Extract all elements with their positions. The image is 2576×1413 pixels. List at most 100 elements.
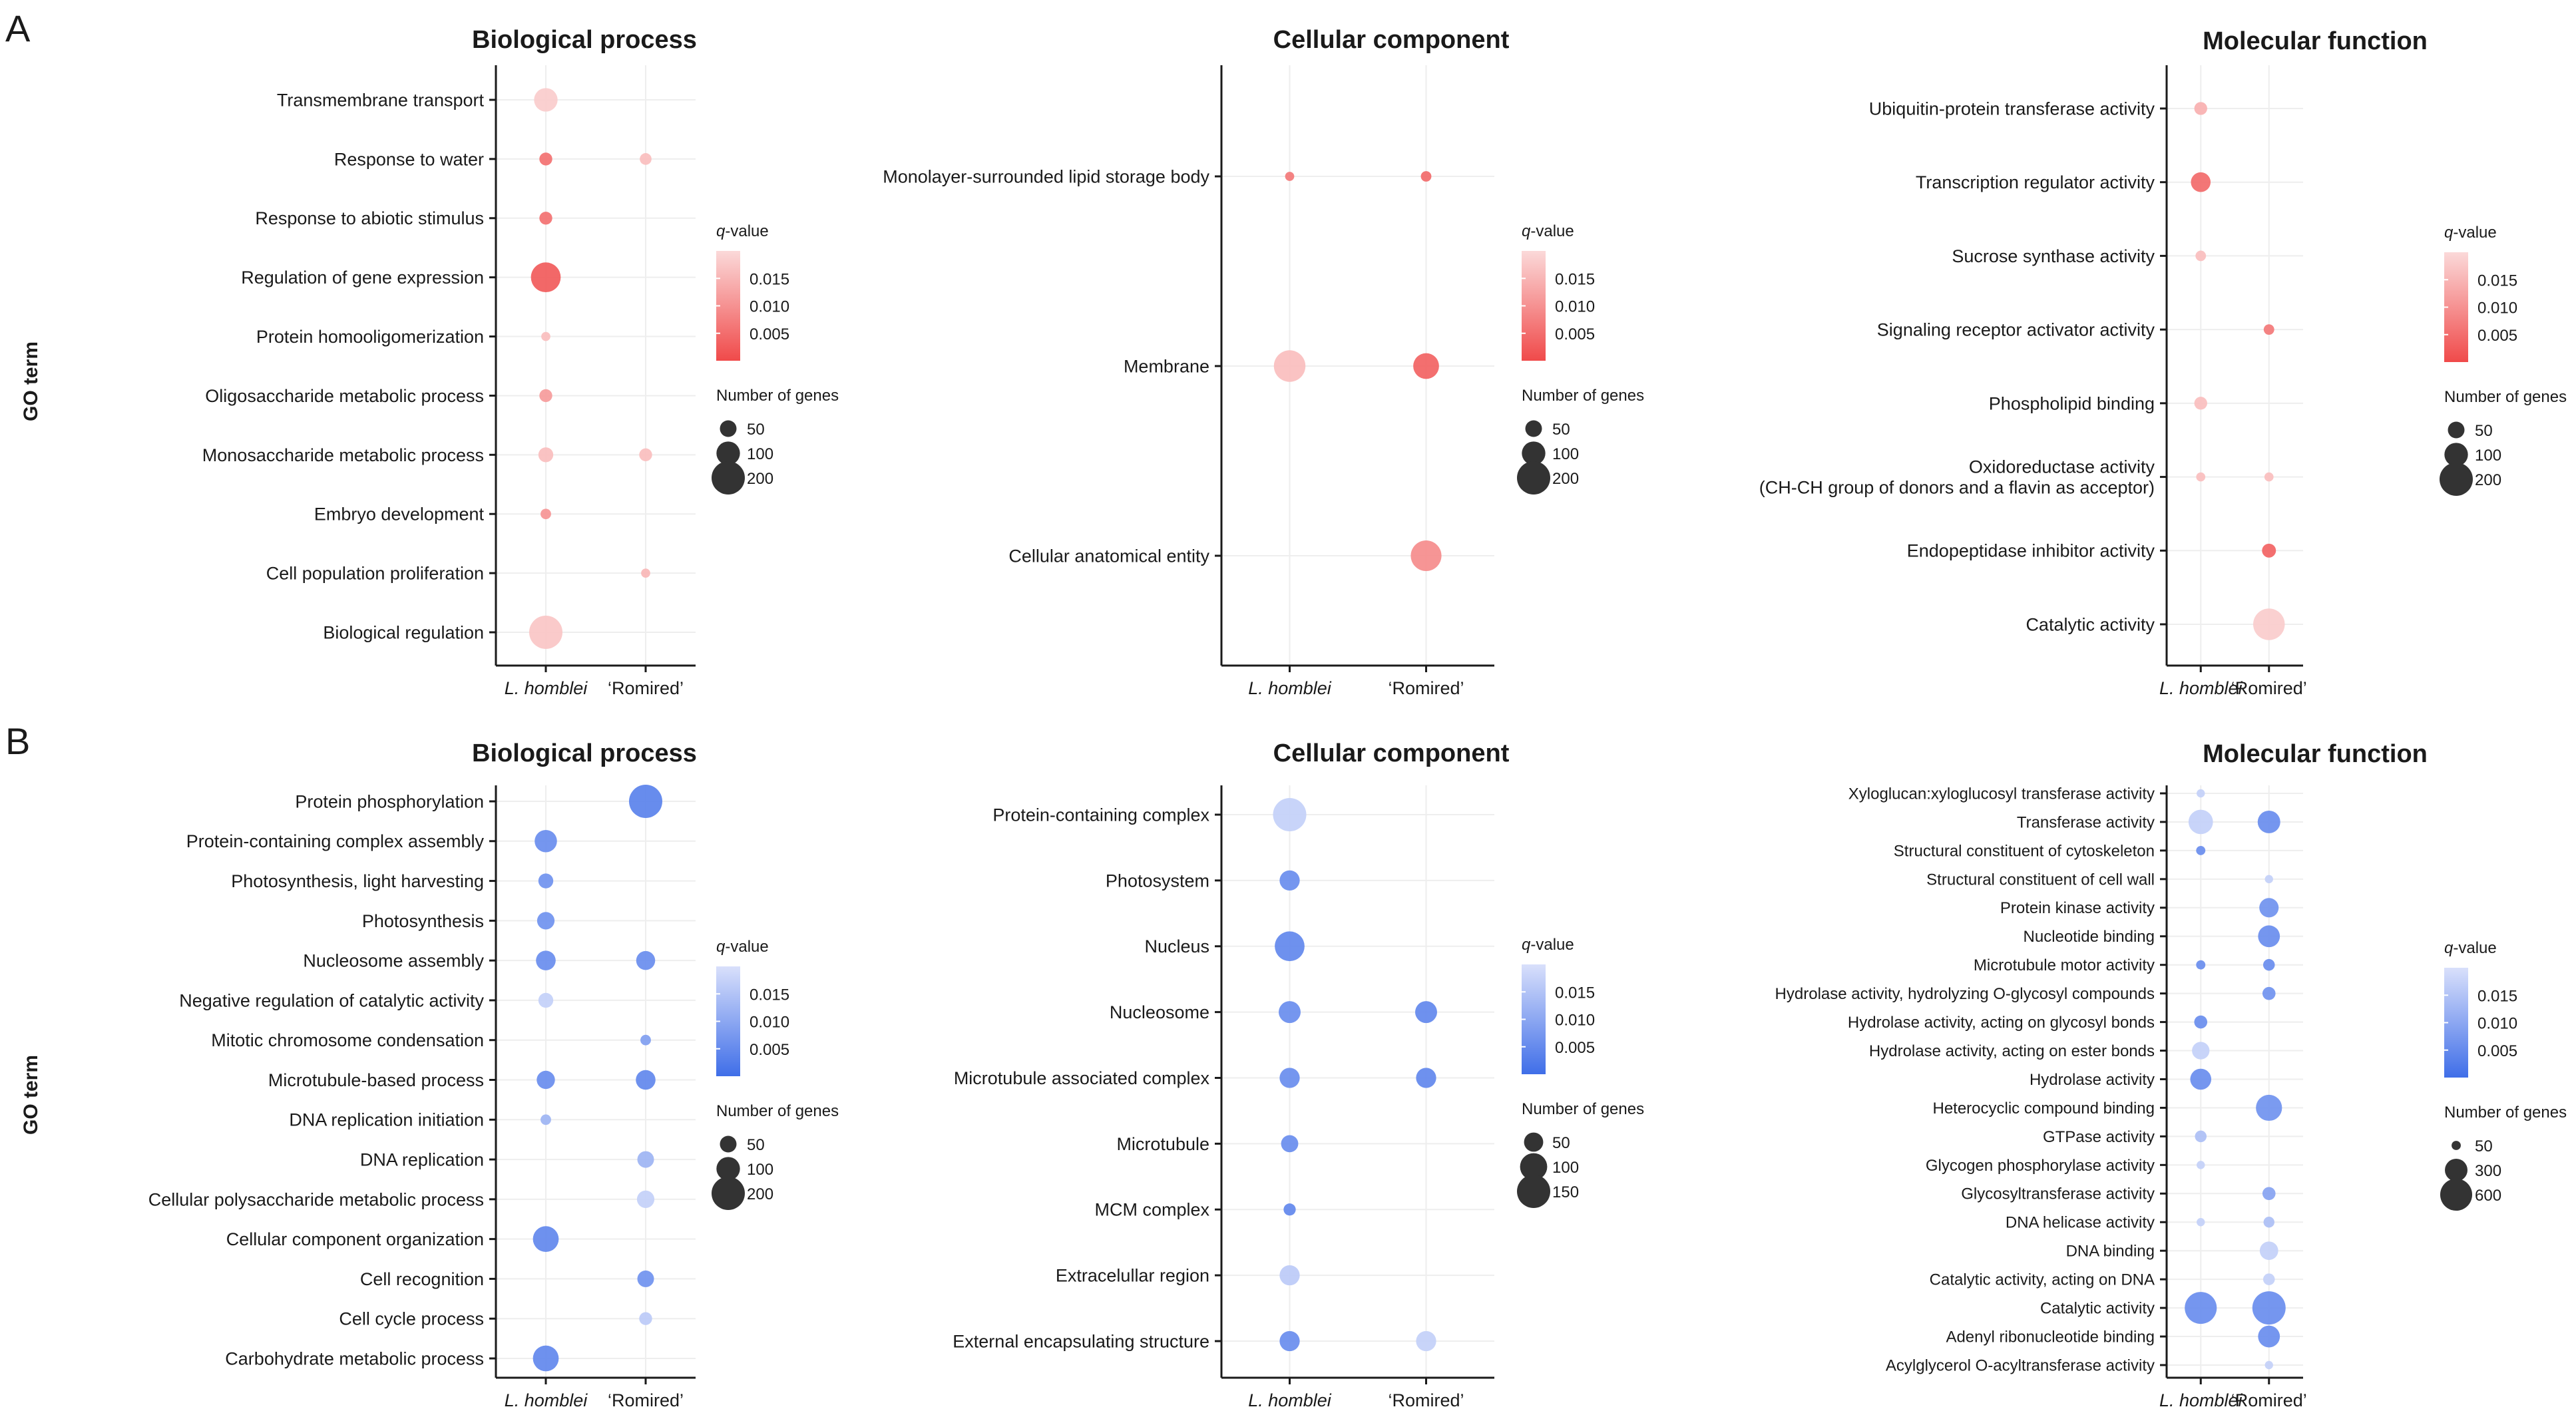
legend-size-dot — [2444, 443, 2468, 467]
point-oxidoreductase-activity-romired — [2264, 472, 2274, 482]
point-microtubule-associated-complex-homblei — [1279, 1068, 1300, 1088]
y-tick-label-cell-cycle-process: Cell cycle process — [339, 1309, 484, 1329]
y-tick-label-microtubule-associated-complex: Microtubule associated complex — [954, 1068, 1210, 1088]
legend-size-dot — [720, 1135, 737, 1153]
point-mcm-complex-homblei — [1283, 1203, 1296, 1216]
point-negative-regulation-of-catalyt-homblei — [538, 992, 554, 1008]
point-cellular-polysaccharide-metabo-romired — [636, 1190, 655, 1208]
y-tick-label-external-encapsulating-structure: External encapsulating structure — [953, 1331, 1209, 1351]
point-microtubule-homblei — [1281, 1135, 1299, 1153]
legend-size-label: 150 — [1552, 1183, 1579, 1201]
point-xyloglucan-xyloglucosyl-transf-homblei — [2197, 789, 2205, 798]
point-nucleus-homblei — [1275, 931, 1305, 962]
legend-size-label: 50 — [747, 1136, 765, 1154]
y-axis-label-b: GO term — [20, 1055, 42, 1135]
legend-size-title: Number of genes — [2444, 1104, 2567, 1121]
point-nucleosome-assembly-romired — [636, 950, 656, 970]
y-tick-label-cell-recognition: Cell recognition — [360, 1269, 484, 1289]
point-catalytic-activity-romired — [2252, 1291, 2286, 1325]
point-protein-homooligomerization-homblei — [541, 331, 550, 341]
y-tick-label-transmembrane-transport: Transmembrane transport — [277, 90, 485, 110]
legend-size-dot — [1517, 1175, 1550, 1208]
y-tick-label-structural-constituent-of-cell-wall: Structural constituent of cell wall — [1926, 871, 2155, 889]
chart-title: Cellular component — [1273, 739, 1510, 767]
legend-size-title: Number of genes — [716, 1102, 839, 1120]
y-tick-label-microtubule-based-process: Microtubule-based process — [268, 1070, 484, 1090]
y-tick-label-nucleosome: Nucleosome — [1110, 1002, 1209, 1022]
legend-size-label: 50 — [747, 421, 765, 439]
y-tick-label-dna-helicase-activity: DNA helicase activity — [2006, 1214, 2155, 1232]
point-response-to-abiotic-stimulus-homblei — [539, 212, 552, 225]
y-tick-label-protein-homooligomerization: Protein homooligomerization — [256, 327, 484, 347]
y-tick-label-signaling-receptor-activator-activity: Signaling receptor activator activity — [1877, 320, 2155, 340]
y-tick-label-heterocyclic-compound-binding: Heterocyclic compound binding — [1932, 1100, 2155, 1117]
y-tick-label-oligosaccharide-metabolic-process: Oligosaccharide metabolic process — [205, 386, 484, 406]
y-tick-label-transcription-regulator-activity: Transcription regulator activity — [1916, 172, 2155, 192]
y-tick-label-gtpase-activity: GTPase activity — [2043, 1128, 2155, 1146]
point-transmembrane-transport-homblei — [534, 88, 558, 112]
legend-q-tick-label: 0.005 — [1555, 325, 1595, 343]
chart-a-molecular-function: Molecular function Ubiquitin-protein tran… — [1759, 27, 2567, 698]
legend-size-label: 200 — [747, 1185, 773, 1203]
legend-size-label: 300 — [2475, 1162, 2501, 1180]
y-tick-label-negative-regulation-of-catalytic-activit: Negative regulation of catalytic activit… — [179, 990, 484, 1010]
y-tick-label-dna-replication-initiation: DNA replication initiation — [289, 1110, 484, 1130]
point-protein-kinase-activity-romired — [2259, 898, 2279, 918]
legend-q-title: q-value — [716, 222, 769, 240]
point-biological-regulation-homblei — [529, 616, 562, 649]
legend-size-title: Number of genes — [716, 387, 839, 405]
legend-q-tick-label: 0.010 — [1555, 298, 1595, 316]
legend-size-label: 100 — [2475, 447, 2501, 465]
point-monolayer-surrounded-lipid-sto-romired — [1420, 171, 1432, 182]
y-tick-label-photosystem: Photosystem — [1106, 871, 1209, 891]
x-tick-label-1: ‘Romired’ — [608, 1390, 684, 1410]
y-tick-label-hydrolase-activity-acting-on-glycosyl-bo: Hydrolase activity, acting on glycosyl b… — [1848, 1014, 2155, 1032]
legend-q-tick-label: 0.010 — [2477, 1015, 2517, 1033]
point-ubiquitin-protein-transferase--homblei — [2194, 102, 2207, 115]
y-tick-label-catalytic-activity-acting-on-dna: Catalytic activity, acting on DNA — [1930, 1271, 2155, 1289]
legend-size-dot — [720, 420, 737, 437]
y-tick-label-dna-replication: DNA replication — [360, 1150, 484, 1170]
point-external-encapsulating-structu-homblei — [1279, 1330, 1300, 1352]
point-nucleosome-homblei — [1279, 1001, 1301, 1024]
point-dna-replication-romired — [637, 1151, 654, 1168]
legend-q-tick-label: 0.005 — [2477, 1042, 2517, 1060]
point-endopeptidase-inhibitor-activi-romired — [2262, 543, 2276, 558]
point-structural-constituent-of-cell-romired — [2264, 875, 2273, 884]
legend-q-title: q-value — [1522, 222, 1574, 240]
legend-size-dot — [2440, 463, 2473, 496]
point-dna-binding-romired — [2259, 1241, 2278, 1261]
x-tick-label-1: ‘Romired’ — [1388, 678, 1464, 698]
point-transferase-activity-homblei — [2188, 809, 2213, 835]
point-cell-cycle-process-romired — [639, 1312, 652, 1325]
chart-b-biological-process: Biological process Protein phosphorylatio… — [148, 739, 839, 1410]
legend-q-tick-label: 0.010 — [750, 1014, 789, 1032]
legend-q-tick-label: 0.005 — [750, 325, 789, 343]
legend-size-dot — [1524, 1132, 1544, 1152]
y-tick-label-photosynthesis-light-harvesting: Photosynthesis, light harvesting — [231, 871, 484, 891]
y-tick-label-microtubule: Microtubule — [1116, 1134, 1209, 1154]
point-catalytic-activity-homblei — [2185, 1292, 2217, 1324]
legend-size-label: 100 — [1552, 1159, 1579, 1177]
point-nucleotide-binding-romired — [2258, 925, 2280, 948]
point-extracelullar-region-homblei — [1279, 1265, 1300, 1286]
legend-size-label: 600 — [2475, 1187, 2501, 1205]
point-glycosyltransferase-activity-romired — [2262, 1187, 2276, 1201]
legend-size-dot — [2448, 421, 2465, 439]
y-tick-label-catalytic-activity: Catalytic activity — [2026, 614, 2155, 634]
legend-size-label: 50 — [1552, 1134, 1570, 1152]
legend-size-label: 200 — [1552, 470, 1579, 488]
y-tick-label-response-to-abiotic-stimulus: Response to abiotic stimulus — [255, 208, 484, 228]
point-carbohydrate-metabolic-process-homblei — [533, 1345, 559, 1372]
legend-q-tick-label: 0.010 — [1555, 1012, 1595, 1030]
y-tick-label-oxidoreductase-activity: Oxidoreductase activity (CH-CH group of d… — [1759, 457, 2155, 497]
legend-size-label: 100 — [747, 445, 773, 463]
y-tick-label-hydrolase-activity-acting-on-ester-bonds: Hydrolase activity, acting on ester bond… — [1869, 1042, 2155, 1060]
x-tick-label-0: L. homblei — [2159, 1390, 2243, 1410]
y-tick-label-microtubule-motor-activity: Microtubule motor activity — [1974, 956, 2155, 974]
y-tick-label-transferase-activity: Transferase activity — [2017, 813, 2155, 831]
point-phospholipid-binding-homblei — [2194, 397, 2207, 410]
point-cellular-anatomical-entity-romired — [1410, 540, 1442, 572]
point-mitotic-chromosome-condensatio-romired — [640, 1034, 651, 1046]
